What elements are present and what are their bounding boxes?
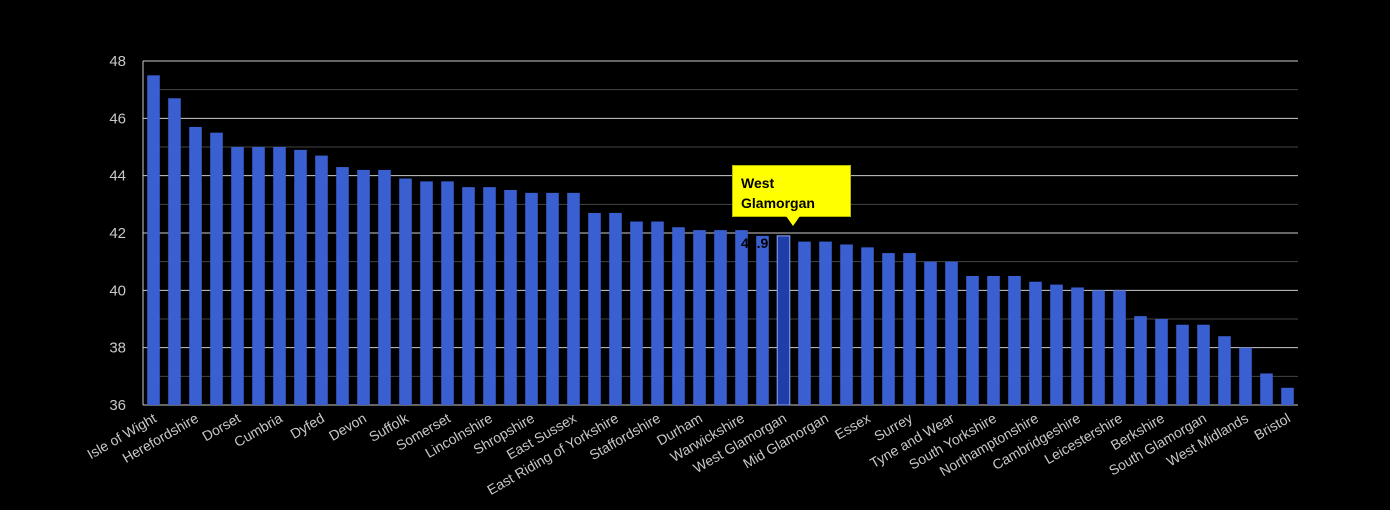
- bar[interactable]: [1197, 324, 1210, 405]
- y-tick-label: 44: [109, 168, 126, 185]
- x-tick-label: Essex: [832, 410, 873, 443]
- bar[interactable]: [924, 261, 937, 405]
- bar[interactable]: [1113, 290, 1126, 405]
- bar[interactable]: [1239, 347, 1252, 405]
- bar[interactable]: [693, 230, 706, 405]
- y-axis-ticks: 36 38 40 42 44 46 48: [109, 53, 126, 414]
- bar[interactable]: [588, 212, 601, 405]
- bar[interactable]: [462, 187, 475, 405]
- bar[interactable]: [1134, 316, 1147, 405]
- y-tick-label: 46: [109, 110, 126, 127]
- bar[interactable]: [294, 149, 307, 405]
- bar[interactable]: [672, 227, 685, 405]
- bar[interactable]: [546, 192, 559, 405]
- bar[interactable]: [1260, 373, 1273, 405]
- bar[interactable]: [525, 192, 538, 405]
- bar[interactable]: [966, 276, 979, 405]
- bar[interactable]: [210, 132, 223, 405]
- bar[interactable]: [567, 192, 580, 405]
- bar[interactable]: [714, 230, 727, 405]
- bar[interactable]: [420, 181, 433, 405]
- bar[interactable]: [735, 230, 748, 405]
- y-tick-label: 36: [109, 397, 126, 414]
- bar[interactable]: [1281, 387, 1294, 405]
- bar[interactable]: [168, 98, 181, 406]
- bar[interactable]: [147, 75, 160, 405]
- tooltip-value: 41.9: [741, 235, 769, 251]
- bar[interactable]: [987, 276, 1000, 405]
- bar[interactable]: [231, 147, 244, 405]
- bar[interactable]: [399, 178, 412, 405]
- y-tick-label: 48: [109, 53, 126, 70]
- bar[interactable]: [1008, 276, 1021, 405]
- bar[interactable]: [504, 190, 517, 405]
- bar[interactable]: [1050, 284, 1063, 405]
- y-tick-label: 40: [109, 282, 126, 299]
- bar[interactable]: [1155, 319, 1168, 405]
- bar[interactable]: [189, 126, 202, 405]
- bar[interactable]: [1218, 336, 1231, 405]
- bar[interactable]: [252, 147, 265, 405]
- x-tick-label: Devon: [326, 410, 369, 444]
- x-tick-label: Cumbria: [231, 410, 285, 450]
- x-tick-label: Dyfed: [287, 410, 327, 442]
- bar[interactable]: [945, 261, 958, 405]
- bar[interactable]: [1071, 287, 1084, 405]
- bar[interactable]: [798, 241, 811, 405]
- y-tick-label: 38: [109, 340, 126, 357]
- tooltip-pointer: [786, 216, 800, 226]
- bar[interactable]: [1092, 290, 1105, 405]
- bar[interactable]: [903, 253, 916, 405]
- bar[interactable]: [315, 155, 328, 405]
- bar[interactable]: [483, 187, 496, 405]
- bar[interactable]: [441, 181, 454, 405]
- tooltip-title: West Glamorgan: [741, 175, 815, 211]
- y-tick-label: 42: [109, 225, 126, 242]
- bar[interactable]: [861, 247, 874, 405]
- bar[interactable]: [1176, 324, 1189, 405]
- bar[interactable]: [357, 169, 370, 405]
- bar[interactable]: [336, 167, 349, 405]
- x-tick-label: Bristol: [1251, 410, 1293, 443]
- bar[interactable]: [819, 241, 832, 405]
- bar[interactable]: [630, 221, 643, 405]
- bar[interactable]: [756, 235, 769, 405]
- bars: [147, 75, 1294, 406]
- bar[interactable]: [378, 169, 391, 405]
- bar[interactable]: [651, 221, 664, 405]
- bar[interactable]: [1029, 281, 1042, 405]
- bar[interactable]: [776, 235, 791, 406]
- bar[interactable]: [840, 244, 853, 405]
- tooltip: West Glamorgan Average age: 41.9: [732, 165, 851, 251]
- tooltip-label: Average age:: [741, 215, 825, 231]
- bar[interactable]: [609, 212, 622, 405]
- bar[interactable]: [273, 147, 286, 405]
- bar[interactable]: [882, 253, 895, 405]
